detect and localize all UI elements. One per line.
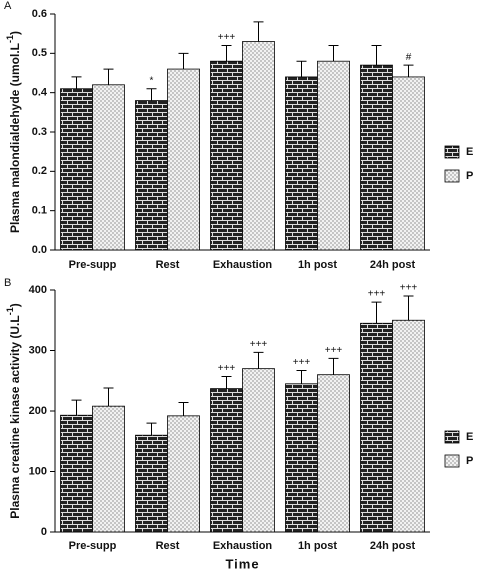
significance-marker: +++ bbox=[250, 339, 268, 350]
legend-label: E bbox=[466, 146, 473, 158]
x-tick-label: 1h post bbox=[298, 540, 337, 552]
legend-label: E bbox=[466, 431, 473, 443]
x-tick-label: Rest bbox=[156, 259, 180, 271]
y-axis-label-sup: -1 bbox=[5, 35, 15, 43]
bar bbox=[210, 60, 243, 251]
error-bar bbox=[296, 60, 307, 77]
bar bbox=[210, 388, 243, 533]
y-axis-label-end: ) bbox=[8, 31, 22, 35]
error-bar bbox=[146, 422, 157, 436]
x-tick-label: Exhaustion bbox=[213, 259, 273, 271]
error-bar bbox=[403, 64, 414, 77]
error-bar bbox=[371, 44, 382, 66]
legend-swatch bbox=[444, 145, 460, 159]
error-bar bbox=[221, 44, 232, 62]
error-bar bbox=[328, 357, 339, 375]
y-axis-label-text: Plasma creatine kinase activity (U.L bbox=[8, 315, 22, 518]
y-axis-label-end: ) bbox=[8, 303, 22, 307]
y-tick-label: 0.3 bbox=[32, 126, 47, 138]
significance-marker: +++ bbox=[400, 283, 418, 294]
error-bar bbox=[328, 44, 339, 62]
y-tick-label: 0.4 bbox=[32, 87, 48, 99]
bar bbox=[135, 434, 168, 533]
error-bar bbox=[253, 21, 264, 42]
x-tick-label: Rest bbox=[156, 540, 180, 552]
panel-label: B bbox=[4, 277, 11, 289]
bar bbox=[392, 76, 425, 251]
y-tick-label: 400 bbox=[29, 284, 47, 296]
error-bar bbox=[403, 295, 414, 321]
bar bbox=[92, 405, 125, 533]
y-axis-label-text: Plasma malondialdehyde (umol.L bbox=[8, 43, 22, 233]
bar bbox=[392, 319, 425, 533]
error-bar bbox=[296, 369, 307, 384]
x-tick-label: Pre-supp bbox=[69, 540, 117, 552]
bar bbox=[360, 64, 393, 251]
significance-marker: +++ bbox=[218, 363, 236, 374]
significance-marker: +++ bbox=[368, 289, 386, 300]
x-tick-label: Pre-supp bbox=[69, 259, 117, 271]
bar bbox=[60, 414, 93, 533]
error-bar bbox=[253, 351, 264, 369]
significance-marker: +++ bbox=[293, 357, 311, 368]
significance-marker: +++ bbox=[325, 345, 343, 356]
error-bar bbox=[371, 301, 382, 324]
y-tick-label: 0.0 bbox=[32, 244, 47, 256]
x-tick-label: 24h post bbox=[370, 540, 416, 552]
bar bbox=[317, 60, 350, 251]
error-bar bbox=[221, 376, 232, 389]
x-tick-label: Exhaustion bbox=[213, 540, 273, 552]
x-axis-label: Time bbox=[225, 556, 259, 571]
bar bbox=[242, 368, 275, 533]
legend-swatch bbox=[444, 169, 460, 183]
x-tick-label: 24h post bbox=[370, 259, 416, 271]
significance-marker: * bbox=[150, 75, 154, 86]
y-tick-label: 300 bbox=[29, 344, 47, 356]
bar bbox=[167, 415, 200, 533]
y-tick-label: 200 bbox=[29, 405, 47, 417]
bar bbox=[285, 76, 318, 251]
y-tick-label: 0.5 bbox=[32, 47, 47, 59]
error-bar bbox=[178, 52, 189, 70]
legend-swatch bbox=[444, 430, 460, 444]
y-axis-label: Plasma creatine kinase activity (U.L-1) bbox=[5, 303, 22, 518]
error-bar bbox=[146, 88, 157, 101]
error-bar bbox=[71, 76, 82, 89]
bar bbox=[135, 100, 168, 251]
bar bbox=[60, 88, 93, 251]
error-bar bbox=[178, 402, 189, 416]
legend-label: P bbox=[466, 170, 473, 182]
bar bbox=[242, 41, 275, 251]
significance-marker: # bbox=[406, 52, 412, 63]
legend-swatch bbox=[444, 454, 460, 468]
error-bar bbox=[103, 68, 114, 85]
error-bar bbox=[103, 387, 114, 407]
legend-label: P bbox=[466, 455, 473, 467]
y-tick-label: 0.6 bbox=[32, 8, 47, 20]
bar bbox=[167, 68, 200, 251]
y-tick-label: 100 bbox=[29, 465, 47, 477]
y-tick-label: 0.1 bbox=[32, 205, 47, 217]
bar bbox=[317, 374, 350, 533]
bar bbox=[360, 322, 393, 533]
x-tick-label: 1h post bbox=[298, 259, 337, 271]
significance-marker: +++ bbox=[218, 32, 236, 43]
y-tick-label: 0 bbox=[41, 526, 47, 538]
panel-label: A bbox=[4, 0, 12, 12]
bar bbox=[92, 84, 125, 251]
bar bbox=[285, 383, 318, 533]
error-bar bbox=[71, 399, 82, 416]
y-axis-label: Plasma malondialdehyde (umol.L-1) bbox=[5, 31, 22, 233]
y-tick-label: 0.2 bbox=[32, 165, 47, 177]
y-axis-label-sup: -1 bbox=[5, 307, 15, 315]
